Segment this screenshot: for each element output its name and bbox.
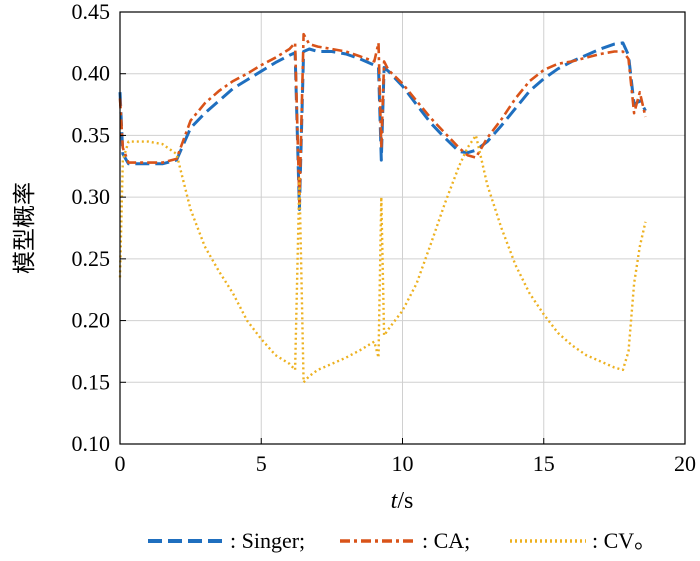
y-tick-label: 0.15 (72, 369, 111, 394)
y-tick-label: 0.20 (72, 308, 111, 333)
y-tick-label: 0.10 (72, 431, 111, 456)
x-tick-label: 0 (115, 451, 126, 476)
x-axis-label: t/s (391, 488, 414, 514)
legend-label-0: : Singer; (230, 528, 305, 553)
series-lines (118, 32, 647, 384)
x-axis-ticks: 0 5 10 15 20 (115, 438, 696, 476)
x-axis-label-unit: /s (397, 488, 413, 514)
series-line-1 (118, 32, 647, 205)
x-tick-label: 20 (674, 451, 696, 476)
x-tick-label: 10 (392, 451, 414, 476)
x-tick-label: 5 (256, 451, 267, 476)
legend-label-2: : CV。 (592, 528, 656, 553)
y-tick-label: 0.25 (72, 246, 111, 271)
y-tick-label: 0.30 (72, 184, 111, 209)
y-axis-label: 模型概率 (12, 182, 38, 274)
y-tick-label: 0.45 (72, 0, 111, 24)
y-axis-ticks: 0.10 0.15 0.20 0.25 0.30 0.35 0.40 0.45 (72, 0, 126, 456)
legend-label-1: : CA; (422, 528, 470, 553)
x-axis-label-var: t (391, 488, 399, 514)
y-tick-label: 0.35 (72, 122, 111, 147)
series-line-2 (118, 134, 647, 384)
legend: : Singer; : CA; : CV。 (148, 528, 656, 553)
y-tick-label: 0.40 (72, 61, 111, 86)
x-tick-label: 15 (533, 451, 555, 476)
grid (119, 11, 686, 445)
